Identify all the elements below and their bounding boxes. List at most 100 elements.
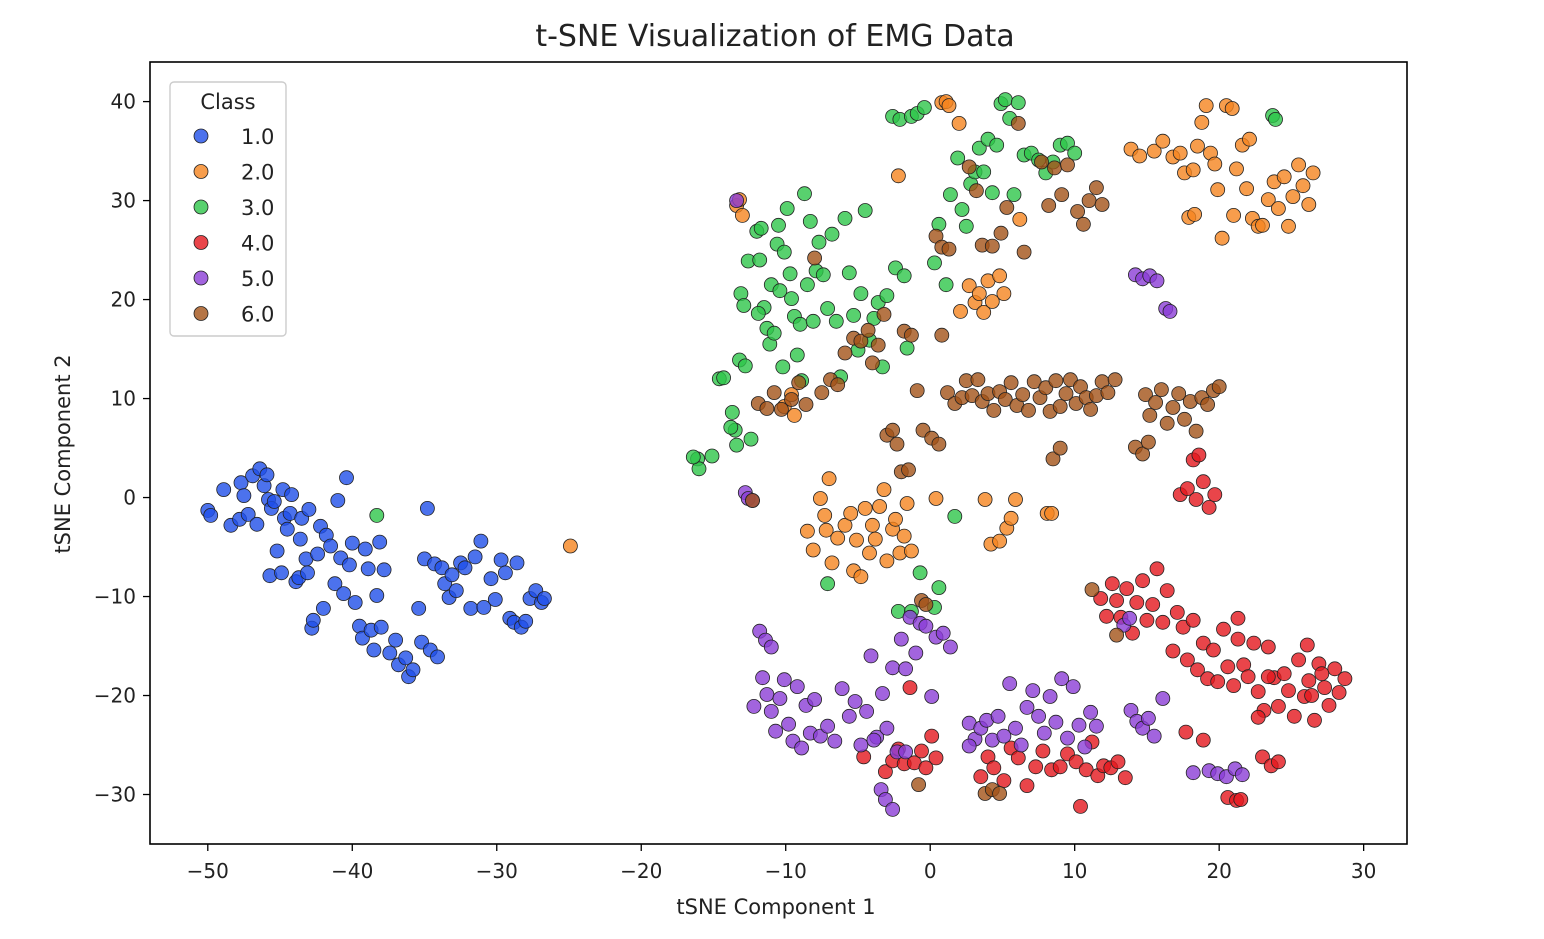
data-point bbox=[444, 567, 460, 583]
data-point bbox=[483, 571, 499, 587]
data-point bbox=[996, 286, 1012, 302]
data-point bbox=[735, 207, 750, 223]
data-point bbox=[1301, 197, 1317, 212]
data-point bbox=[759, 401, 775, 416]
data-point bbox=[269, 543, 285, 559]
data-point bbox=[1058, 386, 1074, 402]
data-point bbox=[1028, 759, 1044, 775]
data-point bbox=[753, 220, 769, 236]
data-point bbox=[1331, 685, 1347, 700]
data-point bbox=[398, 650, 414, 666]
data-point bbox=[1068, 754, 1084, 770]
data-point bbox=[859, 704, 874, 719]
data-point bbox=[898, 661, 913, 677]
data-point bbox=[789, 679, 805, 694]
x-tick-label: −20 bbox=[620, 859, 662, 883]
y-tick-label: 40 bbox=[111, 90, 136, 114]
data-point bbox=[1234, 767, 1250, 783]
data-point bbox=[249, 516, 265, 532]
data-point bbox=[1195, 474, 1211, 490]
data-point bbox=[1110, 754, 1126, 770]
data-point bbox=[984, 238, 1000, 254]
data-point bbox=[1214, 230, 1230, 246]
data-point bbox=[376, 562, 392, 578]
data-point bbox=[305, 612, 321, 628]
data-point bbox=[885, 660, 900, 676]
data-point bbox=[820, 301, 835, 316]
data-point bbox=[1109, 627, 1124, 643]
data-point bbox=[986, 760, 1002, 776]
data-point bbox=[807, 692, 822, 707]
data-point bbox=[1148, 395, 1163, 410]
data-point bbox=[240, 507, 256, 522]
data-point bbox=[1190, 662, 1205, 678]
legend-label: 1.0 bbox=[241, 125, 274, 149]
legend-label: 6.0 bbox=[241, 303, 274, 327]
data-point bbox=[323, 538, 339, 554]
data-point bbox=[772, 283, 788, 299]
data-point bbox=[1019, 700, 1035, 715]
data-point bbox=[1016, 244, 1032, 260]
data-point bbox=[768, 723, 783, 739]
data-point bbox=[1041, 198, 1057, 213]
data-point bbox=[935, 625, 951, 641]
data-point bbox=[843, 506, 859, 521]
data-point bbox=[800, 277, 815, 293]
data-point bbox=[992, 786, 1007, 801]
data-point bbox=[805, 542, 821, 558]
data-point bbox=[685, 449, 701, 465]
data-point bbox=[857, 203, 873, 218]
data-point bbox=[992, 268, 1007, 284]
data-point bbox=[1132, 148, 1148, 164]
data-point bbox=[1195, 732, 1211, 748]
data-point bbox=[1207, 487, 1223, 503]
data-point bbox=[1083, 401, 1098, 417]
data-point bbox=[787, 407, 802, 423]
legend-label: 5.0 bbox=[241, 267, 274, 291]
data-point bbox=[1155, 133, 1171, 149]
data-point bbox=[969, 183, 984, 199]
x-tick-label: −10 bbox=[765, 859, 807, 883]
data-point bbox=[805, 313, 821, 329]
data-point bbox=[1159, 583, 1175, 598]
data-point bbox=[841, 265, 857, 281]
data-point bbox=[789, 347, 805, 363]
data-point bbox=[1036, 725, 1052, 741]
data-point bbox=[1200, 397, 1215, 412]
data-point bbox=[958, 218, 974, 234]
data-point bbox=[1015, 387, 1031, 403]
data-point bbox=[1188, 423, 1204, 439]
data-point bbox=[366, 642, 382, 658]
data-point bbox=[1165, 643, 1181, 659]
data-point bbox=[901, 462, 916, 478]
data-point bbox=[807, 250, 822, 266]
data-point bbox=[879, 553, 895, 569]
data-point bbox=[1271, 201, 1286, 216]
data-point bbox=[889, 436, 905, 452]
data-point bbox=[752, 252, 768, 268]
data-point bbox=[837, 210, 853, 226]
data-point bbox=[863, 648, 879, 664]
data-point bbox=[691, 461, 707, 477]
data-point bbox=[1210, 182, 1226, 198]
data-point bbox=[961, 278, 977, 294]
data-point bbox=[993, 225, 1009, 241]
data-point bbox=[1276, 666, 1292, 682]
data-point bbox=[782, 266, 798, 282]
x-tick-label: 0 bbox=[924, 859, 937, 883]
data-point bbox=[729, 193, 744, 209]
data-point bbox=[1317, 680, 1332, 695]
data-point bbox=[1229, 161, 1244, 177]
data-point bbox=[1230, 610, 1246, 626]
data-point bbox=[902, 680, 918, 695]
data-point bbox=[434, 560, 450, 576]
data-point bbox=[1073, 799, 1088, 814]
data-point bbox=[781, 716, 796, 732]
data-point bbox=[1099, 608, 1114, 624]
data-point bbox=[1065, 679, 1081, 694]
data-point bbox=[743, 431, 759, 447]
legend-marker bbox=[193, 164, 209, 179]
data-point bbox=[1206, 642, 1221, 658]
data-point bbox=[1060, 157, 1075, 173]
data-point bbox=[493, 552, 509, 568]
